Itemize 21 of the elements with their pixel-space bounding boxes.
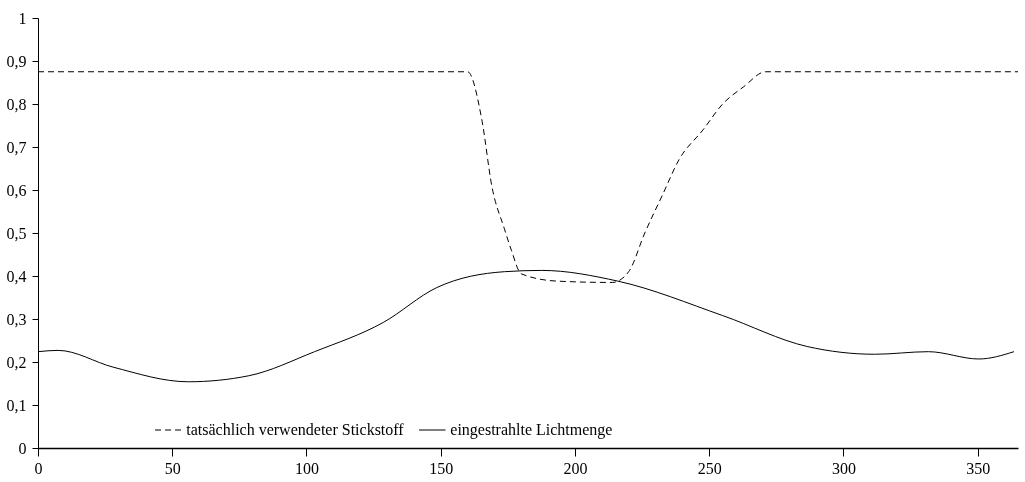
x-tick-label: 300 [831,459,856,477]
x-tick-label: 150 [429,459,454,477]
y-tick-label: 0 [18,439,27,457]
y-tick-label: 0,4 [6,267,27,285]
x-tick-label: 250 [697,459,722,477]
x-tick-label: 50 [164,459,181,477]
legend-label: eingestrahlte Lichtmenge [450,421,613,439]
y-tick-label: 0,8 [6,95,27,113]
y-tick-label: 0,7 [6,138,27,156]
x-tick-label: 200 [563,459,588,477]
y-tick-label: 0,9 [6,52,27,70]
y-tick-label: 0,2 [6,353,27,371]
legend-label: tatsächlich verwendeter Stickstoff [186,421,405,438]
x-tick-label: 0 [34,459,43,477]
y-tick-label: 0,5 [6,224,27,242]
y-tick-label: 0,6 [6,181,27,199]
x-tick-label: 100 [294,459,319,477]
y-tick-label: 0,3 [6,310,27,328]
x-tick-label: 350 [966,459,991,477]
y-tick-label: 1 [18,9,27,27]
y-tick-label: 0,1 [6,396,27,414]
